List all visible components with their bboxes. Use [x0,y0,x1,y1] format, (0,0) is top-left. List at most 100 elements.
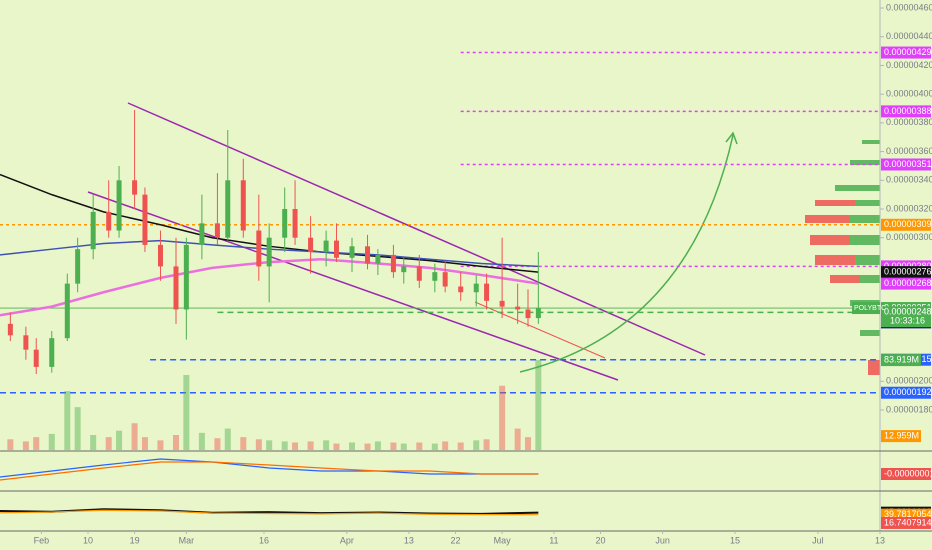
volume-bar [183,375,190,450]
candle-body [199,223,205,245]
candle-body [484,283,490,301]
candle-body [23,335,29,350]
price-tag [881,105,931,118]
volume-bar [22,441,29,450]
countdown-tag [881,315,931,328]
candle-body [106,211,112,231]
volume-bar [400,443,407,450]
candle-body [183,244,189,310]
oscillator-line [0,508,539,515]
price-tag-label: -0.00000001 [884,468,932,478]
y-tick-label: 0.00000440 [886,31,932,41]
candle-body [49,338,55,367]
price-tag [881,277,931,290]
x-tick-label: 22 [451,535,461,545]
volume-bar [214,438,221,450]
price-tag [881,468,931,480]
price-tag [881,354,921,367]
candle-body [432,272,438,281]
oscillator-line [0,509,539,516]
candle-body [333,240,339,258]
volume-bar [483,439,490,450]
volume-bar [281,441,288,450]
x-tick-label: Apr [340,535,354,545]
x-tick-label: 10 [83,535,93,545]
volume-bar [374,441,381,450]
x-tick-label: 13 [875,535,885,545]
volume-bar [224,428,231,450]
candle-body [292,208,298,238]
price-tag-label: 83.919M [884,354,919,364]
x-tick-label: Feb [34,535,50,545]
y-tick-label: 0.00000400 [886,89,932,99]
volume-bar [333,443,340,450]
volume-bar [240,437,247,450]
candle-body [308,237,314,253]
volume-bar [90,435,97,450]
candle-body [75,249,81,284]
x-tick-label: 16 [259,535,269,545]
price-tag-label: 0.00000429 [884,47,932,57]
y-tick-label: 0.00000300 [886,232,932,242]
price-tag-label: 0.00000248 [884,307,932,317]
candle-body [401,266,407,273]
volume-bar [364,443,371,450]
price-tag-label: 39.78170547 [884,509,932,519]
candle-body [458,286,464,293]
x-tick-label: Jun [655,535,670,545]
volume-bar [514,428,521,450]
price-tag-label: 16.74079142 [884,517,932,527]
volume-bar [48,433,55,450]
volume-bar [64,391,71,450]
symbol-tag [852,302,880,315]
candle-body [240,180,246,231]
volume-bar [525,437,531,450]
volume-bar [307,441,314,450]
volume-bar [198,432,205,450]
candle-body [525,309,531,319]
y-tick-label: 0.00000180 [886,404,932,414]
candle-body [116,180,122,231]
candle-body [142,194,148,245]
volume-bar [131,423,138,450]
candle-body [256,230,262,267]
x-tick-label: 15 [730,535,740,545]
price-tag-label: 0.00000388 [884,106,932,116]
candle-body [266,237,272,267]
candle-body [535,308,541,319]
volume-bar [292,442,299,450]
candle-body [173,266,179,310]
price-tag-label: 0.00000351 [884,159,932,169]
candle-body [282,208,288,238]
green-arrow [519,134,734,373]
symbol-label: POLYBTC [854,305,886,312]
price-tag [881,386,931,399]
volume-bar [116,430,123,450]
channel-lower [87,191,619,381]
volume-bar [157,440,164,450]
x-tick-label: May [494,535,512,545]
candle-body [323,240,329,253]
x-tick-label: Mar [179,535,195,545]
candle-body [33,349,39,367]
y-tick-label: 0.00000460 [886,2,932,12]
x-tick-label: 11 [549,535,558,545]
y-tick-label: 0.00000380 [886,117,932,127]
candle-body [375,254,381,264]
price-tag [881,218,931,231]
countdown-label: 10:33:16 [890,315,925,325]
candle-body [7,323,13,336]
y-tick-label: 0.00000320 [886,203,932,213]
volume-bar [390,442,397,450]
price-tag [881,430,921,443]
candle-body [499,300,505,307]
candle-body [442,272,448,287]
volume-bar [323,440,330,450]
volume-bar [499,385,506,450]
volume-bar [7,439,14,450]
green-arrowhead [725,131,738,145]
volume-bar [416,442,423,450]
volume-bar [141,437,148,450]
x-tick-label: 13 [404,535,414,545]
